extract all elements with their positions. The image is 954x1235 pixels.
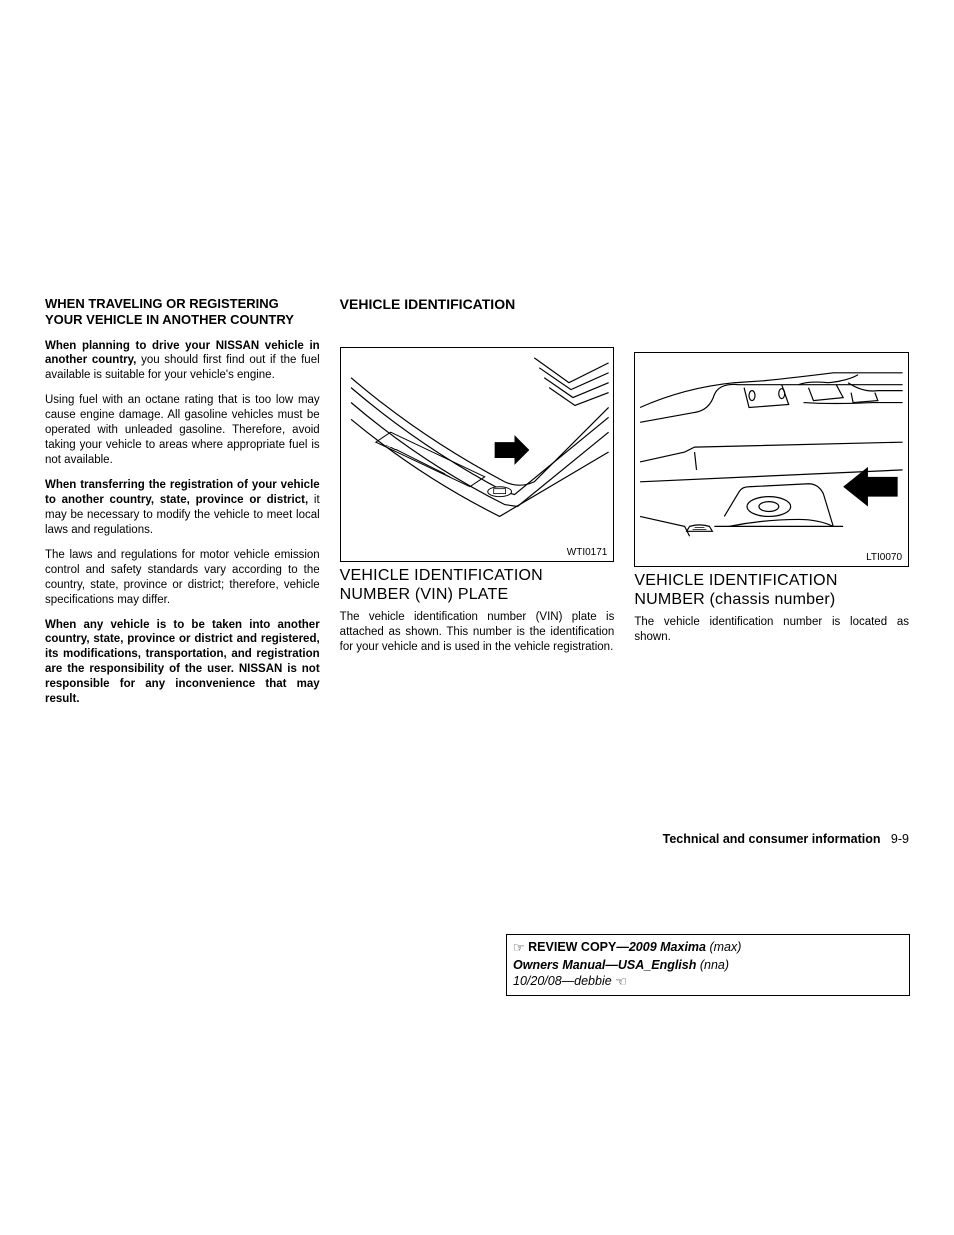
chassis-diagram [635, 353, 908, 566]
col1-p2: Using fuel with an octane rating that is… [45, 393, 320, 468]
col2-heading: VEHICLE IDENTIFICATION [340, 296, 615, 312]
arrow-icon [494, 435, 529, 465]
review-l2b: (nna) [700, 958, 729, 972]
col1-p1: When planning to drive your NISSAN vehic… [45, 339, 320, 384]
review-l1a: REVIEW COPY— [528, 940, 629, 954]
hand-left-icon: ☜ [615, 973, 627, 991]
col1-heading: WHEN TRAVELING OR REGISTERING YOUR VEHIC… [45, 296, 320, 329]
column-3: LTI0070 VEHICLE IDENTIFICATION NUMBER (c… [634, 296, 909, 717]
review-l3: 10/20/08—debbie [513, 975, 612, 989]
footer: Technical and consumer information 9-9 [663, 832, 909, 846]
fig1-label: WTI0171 [567, 547, 608, 558]
review-line2: Owners Manual—USA_English (nna) [513, 957, 903, 974]
review-l1c: (max) [709, 940, 741, 954]
column-1: WHEN TRAVELING OR REGISTERING YOUR VEHIC… [45, 296, 320, 717]
col1-p3: When transferring the registration of yo… [45, 478, 320, 538]
review-l1b: 2009 Maxima [629, 940, 706, 954]
review-line1: ☞ REVIEW COPY—2009 Maxima (max) [513, 939, 903, 957]
col1-p5: When any vehicle is to be taken into ano… [45, 618, 320, 708]
col1-p4: The laws and regulations for motor vehic… [45, 548, 320, 608]
col3-p1: The vehicle identification number is loc… [634, 615, 909, 645]
review-stamp: ☞ REVIEW COPY—2009 Maxima (max) Owners M… [506, 934, 910, 996]
figure-vin-plate: WTI0171 [340, 347, 615, 562]
page-content: WHEN TRAVELING OR REGISTERING YOUR VEHIC… [45, 296, 909, 717]
col3-subheading: VEHICLE IDENTIFICATION NUMBER (chassis n… [634, 571, 909, 609]
arrow-icon [844, 467, 898, 507]
figure-chassis-number: LTI0070 [634, 352, 909, 567]
footer-page: 9-9 [891, 832, 909, 846]
footer-section: Technical and consumer information [663, 832, 881, 846]
hand-right-icon: ☞ [513, 939, 525, 957]
vin-plate-diagram [341, 348, 614, 561]
review-line3: 10/20/08—debbie ☜ [513, 973, 903, 991]
review-l2a: Owners Manual—USA_English [513, 958, 696, 972]
column-2: VEHICLE IDENTIFICATION [340, 296, 615, 717]
columns: WHEN TRAVELING OR REGISTERING YOUR VEHIC… [45, 296, 909, 717]
col1-p3-bold: When transferring the registration of yo… [45, 479, 320, 506]
col1-p5-bold: When any vehicle is to be taken into ano… [45, 619, 320, 706]
fig2-label: LTI0070 [866, 552, 902, 563]
col2-subheading: VEHICLE IDENTIFICATION NUMBER (VIN) PLAT… [340, 566, 615, 604]
col2-p1: The vehicle identification number (VIN) … [340, 610, 615, 655]
